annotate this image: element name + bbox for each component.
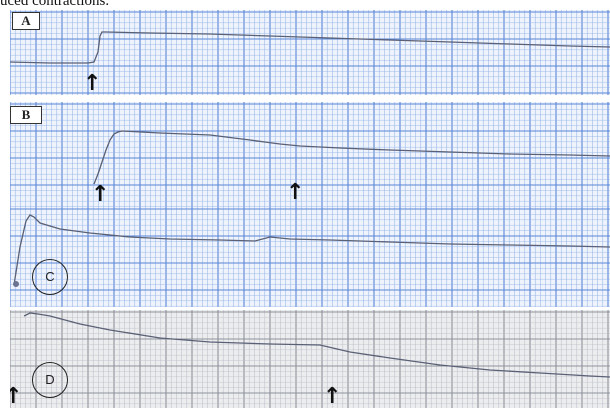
recording-panel-c: C <box>10 207 610 307</box>
grid-lines <box>10 102 610 207</box>
contraction-trace <box>10 31 610 64</box>
contraction-trace <box>23 312 610 378</box>
panel-label-d: D <box>32 362 68 398</box>
trace-start-dot <box>13 281 19 287</box>
chart-paper-d <box>10 310 610 408</box>
up-arrow-icon: ↑ <box>323 384 342 408</box>
recording-panel-a: A ↑ <box>10 10 610 95</box>
chart-paper-b <box>10 102 610 207</box>
paper-background <box>10 207 610 307</box>
recording-panel-b: B ↑ ↑ <box>10 102 610 207</box>
panel-label-a: A <box>12 12 40 30</box>
paper-background <box>10 10 610 95</box>
panel-label-c: C <box>32 259 68 295</box>
contraction-trace <box>13 214 610 286</box>
recording-panel-d: D ↑ ↑ <box>10 310 610 408</box>
contraction-trace <box>93 130 610 185</box>
up-arrow-icon: ↑ <box>91 182 110 207</box>
up-arrow-icon: ↑ <box>286 180 305 205</box>
chart-paper-a <box>10 10 610 95</box>
chart-paper-c <box>10 207 610 307</box>
up-arrow-icon: ↑ <box>10 384 23 408</box>
grid-lines <box>10 10 610 95</box>
paper-background <box>10 310 610 408</box>
up-arrow-icon: ↑ <box>83 71 102 95</box>
figure-caption: uced contractions. <box>0 0 110 9</box>
panel-label-b: B <box>10 106 42 124</box>
